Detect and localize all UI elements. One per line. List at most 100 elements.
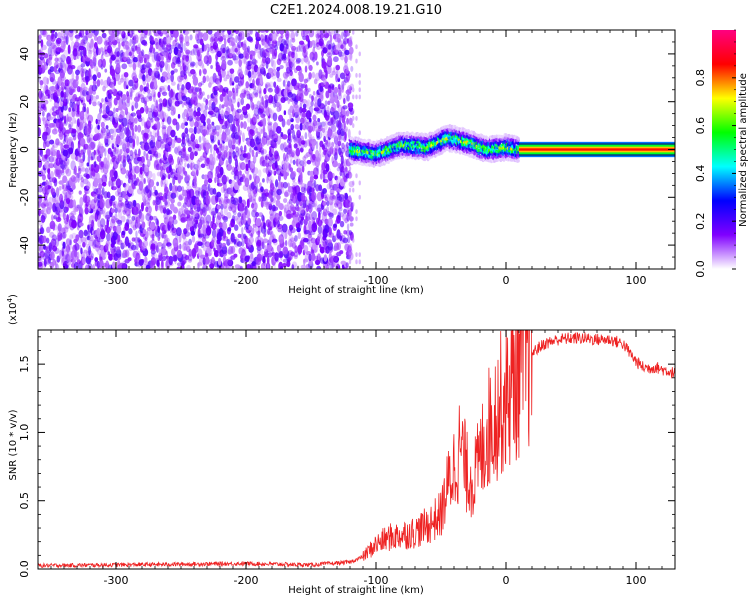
heatmap-cell (158, 248, 162, 256)
heatmap-cell (89, 134, 94, 141)
heatmap-cell (130, 112, 137, 117)
heatmap-cell (57, 57, 63, 63)
heatmap-cell (45, 84, 49, 94)
heatmap-cell (65, 238, 71, 246)
heatmap-cell (132, 250, 139, 259)
heatmap-cell (95, 118, 98, 125)
heatmap-cell (147, 110, 154, 121)
heatmap-cell (322, 188, 327, 195)
heatmap-cell (57, 231, 63, 241)
heatmap-cell (283, 110, 287, 116)
heatmap-cell (54, 247, 60, 254)
heatmap-cell (144, 194, 147, 199)
heatmap-cell (50, 42, 56, 50)
heatmap-cell (149, 215, 154, 221)
heatmap-cell (203, 109, 208, 119)
heatmap-cell (305, 58, 310, 65)
heatmap-cell (172, 214, 177, 220)
heatmap-cell (236, 108, 242, 114)
heatmap-cell (152, 94, 156, 103)
heatmap-cell (42, 94, 46, 105)
heatmap-cell (94, 160, 97, 168)
heatmap-cell (352, 87, 355, 93)
heatmap-cell (238, 135, 241, 145)
heatmap-cell (169, 182, 173, 192)
heatmap-cell (122, 155, 127, 163)
heatmap-cell (205, 75, 210, 82)
heatmap-cell (229, 68, 235, 74)
heatmap-cell (115, 135, 121, 145)
heatmap-cell (38, 102, 43, 109)
heatmap-cell (43, 61, 47, 67)
heatmap-cell (306, 159, 312, 165)
heatmap-cell (181, 101, 185, 108)
heatmap-cell (324, 100, 328, 107)
heatmap-cell (122, 182, 127, 188)
heatmap-cell (153, 91, 157, 98)
heatmap-cell (75, 234, 80, 242)
heatmap-cell (358, 80, 361, 85)
heatmap-cell (90, 95, 97, 104)
heatmap-cell (115, 152, 119, 162)
heatmap-cell (41, 235, 47, 244)
heatmap-cell (44, 95, 49, 100)
heatmap-cell (49, 231, 55, 238)
heatmap-cell (105, 137, 111, 146)
heatmap-cell (121, 94, 127, 101)
heatmap-cell (70, 195, 74, 200)
heatmap-cell (65, 135, 69, 145)
heatmap-cell (190, 61, 196, 67)
heatmap-cell (224, 128, 231, 136)
heatmap-cell (111, 180, 114, 190)
heatmap-cell (64, 223, 70, 230)
heatmap-cell (100, 143, 104, 150)
heatmap-cell (70, 87, 76, 93)
heatmap-cell (157, 129, 160, 140)
heatmap-cell (68, 218, 73, 223)
heatmap-cell (145, 95, 150, 103)
heatmap-cell (185, 30, 192, 35)
heatmap-cell (91, 214, 94, 219)
heatmap-cell (76, 251, 80, 261)
heatmap-cell (88, 167, 92, 178)
heatmap-cell (101, 98, 104, 103)
heatmap-cell (273, 81, 277, 88)
heatmap-cell (204, 241, 211, 247)
heatmap-cell (65, 87, 69, 98)
heatmap-cell (124, 249, 130, 258)
heatmap-cell (138, 181, 144, 191)
heatmap-cell (91, 219, 95, 229)
heatmap-cell (138, 94, 145, 100)
heatmap-cell (65, 244, 71, 253)
heatmap-cell (255, 43, 261, 50)
heatmap-cell (325, 163, 330, 173)
heatmap-cell (134, 149, 138, 156)
heatmap-cell (80, 180, 84, 188)
heatmap-cell (101, 187, 105, 196)
heatmap-cell (106, 233, 111, 242)
heatmap-cell (115, 63, 121, 73)
heatmap-cell (137, 237, 141, 243)
heatmap-cell (63, 63, 67, 74)
heatmap-cell (170, 73, 174, 83)
heatmap-cell (75, 69, 81, 76)
heatmap-cell (192, 76, 199, 86)
heatmap-cell (80, 149, 84, 155)
heatmap-cell (287, 97, 291, 105)
heatmap-cell (92, 264, 96, 269)
heatmap-cell (65, 179, 70, 185)
heatmap-cell (326, 105, 330, 116)
heatmap-cell (333, 56, 339, 63)
heatmap-cell (78, 45, 85, 51)
heatmap-cell (234, 224, 239, 231)
heatmap-cell (301, 107, 307, 113)
heatmap-cell (128, 227, 133, 235)
heatmap-cell (202, 257, 206, 265)
heatmap-cell (352, 202, 355, 207)
heatmap-cell (42, 102, 47, 111)
heatmap-cell (289, 113, 293, 121)
heatmap-cell (143, 177, 146, 184)
heatmap-cell (80, 236, 87, 243)
heatmap-cell (115, 107, 119, 113)
heatmap-cell (91, 84, 98, 92)
